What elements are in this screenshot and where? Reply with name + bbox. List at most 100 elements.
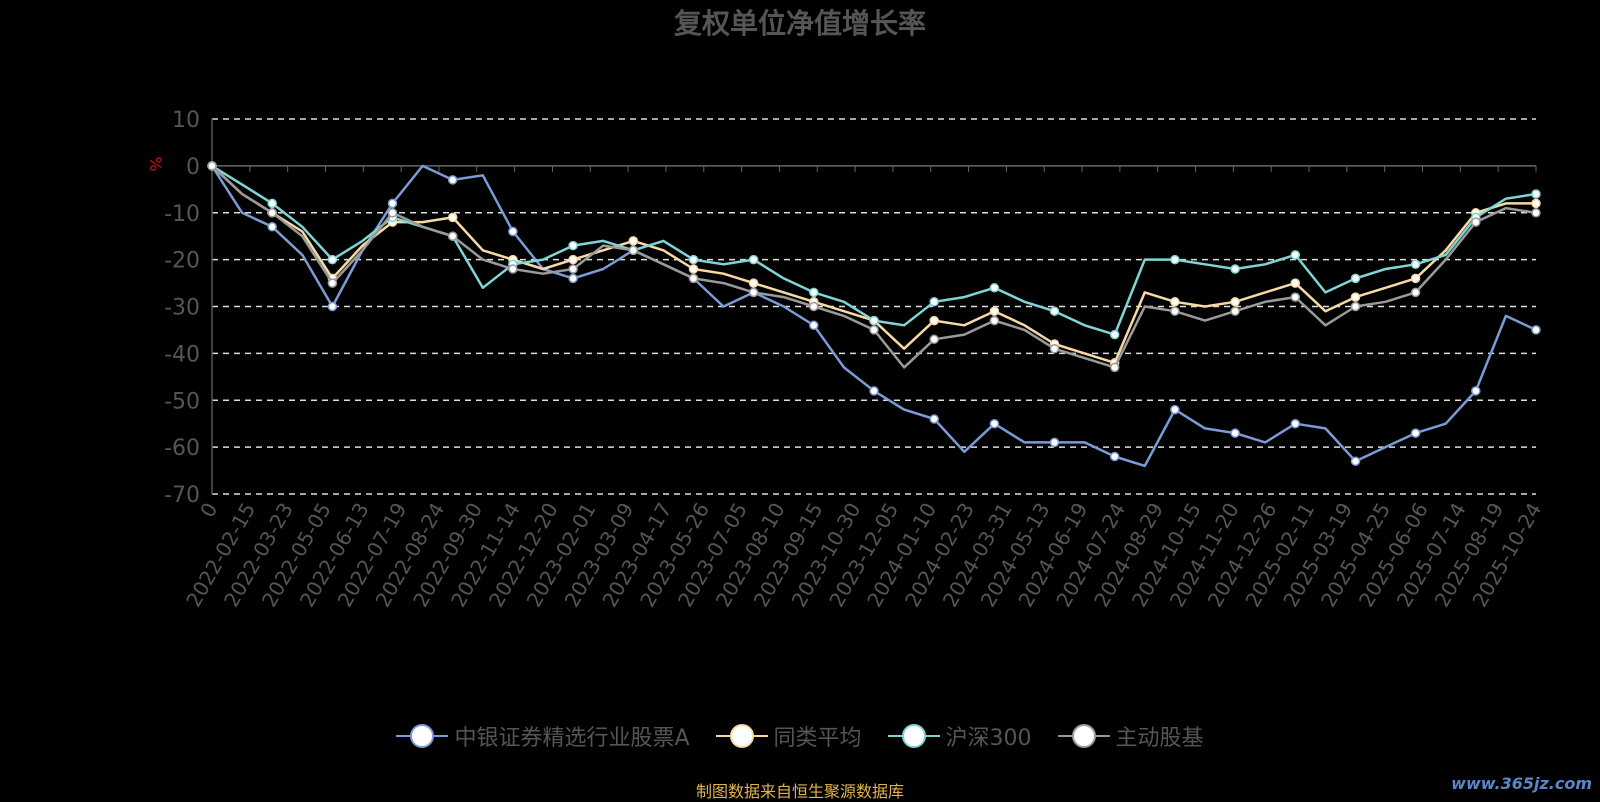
data-point: [1290, 250, 1301, 260]
data-point: [869, 386, 879, 396]
data-point: [1350, 301, 1361, 312]
data-point: [869, 315, 879, 326]
data-point: [628, 236, 639, 246]
data-point: [688, 273, 699, 284]
legend-item[interactable]: 中银证券精选行业股票A: [396, 720, 690, 752]
data-point: [1230, 297, 1240, 307]
data-point: [387, 208, 398, 218]
data-point: [1410, 273, 1421, 284]
data-point: [568, 254, 578, 265]
data-point: [1410, 287, 1421, 298]
data-point: [929, 414, 939, 424]
data-point: [1471, 386, 1481, 396]
data-point: [327, 254, 338, 265]
legend-swatch-icon: [396, 724, 449, 748]
data-point: [929, 297, 939, 307]
data-point: [1350, 273, 1361, 284]
data-point: [748, 287, 759, 298]
data-point: [1049, 437, 1060, 448]
data-point: [809, 320, 819, 331]
y-tick-label: -20: [164, 249, 200, 274]
legend-item[interactable]: 主动股基: [1057, 720, 1204, 752]
series-line: [211, 164, 1537, 336]
y-tick-label: 10: [172, 108, 200, 133]
y-tick-label: -40: [164, 342, 200, 367]
data-point: [1230, 306, 1240, 316]
source-note: 制图数据来自恒生聚源数据库: [695, 782, 904, 801]
axes: [211, 119, 1537, 494]
data-point: [748, 254, 759, 265]
data-point: [929, 334, 939, 345]
data-point: [1531, 198, 1541, 209]
data-point: [1410, 259, 1421, 270]
legend-swatch-icon: [1057, 724, 1110, 748]
y-tick-label: 0: [186, 155, 200, 180]
data-point: [207, 161, 217, 171]
data-point: [1290, 292, 1301, 302]
data-point: [267, 198, 277, 209]
data-point: [1109, 329, 1120, 340]
data-point: [508, 226, 518, 237]
data-point: [1109, 451, 1120, 462]
data-point: [1170, 254, 1180, 265]
watermark: www.365jz.com: [1451, 774, 1592, 793]
grid-lines: [212, 118, 1536, 495]
data-point: [1109, 362, 1120, 373]
legend-swatch-icon: [887, 724, 940, 748]
data-point: [447, 231, 458, 241]
legend-label: 主动股基: [1115, 726, 1204, 751]
data-point: [809, 301, 819, 312]
data-point: [989, 418, 1000, 429]
data-point: [1170, 404, 1180, 415]
data-point: [1230, 264, 1240, 274]
data-point: [568, 273, 578, 284]
data-point: [869, 325, 879, 335]
data-point: [447, 175, 458, 185]
data-point: [989, 306, 1000, 316]
y-tick-labels: 10 0 -10 -20 -30 -40 -50 -60 -70: [164, 108, 200, 508]
data-point: [1531, 208, 1541, 218]
data-point: [327, 278, 338, 288]
legend-item[interactable]: 沪深300: [887, 720, 1032, 752]
data-point: [1410, 428, 1421, 438]
data-point: [1170, 306, 1180, 316]
data-point: [809, 287, 819, 298]
data-point: [688, 264, 699, 274]
x-tick-label: 0: [195, 499, 222, 522]
data-point: [989, 315, 1000, 326]
legend-label: 同类平均: [773, 726, 862, 751]
data-point: [1049, 343, 1060, 354]
data-point: [688, 254, 699, 265]
y-tick-label: -60: [164, 436, 200, 461]
y-tick-label: -70: [164, 483, 200, 508]
data-point: [387, 198, 398, 209]
data-point: [1170, 297, 1180, 307]
y-tick-label: -50: [164, 389, 200, 414]
data-point: [1290, 278, 1301, 288]
series-line: [211, 164, 1537, 369]
legend-label: 沪深300: [945, 726, 1032, 751]
data-point: [327, 301, 338, 312]
data-point: [1290, 418, 1301, 429]
legend: 中银证券精选行业股票A 同类平均 沪深300 主动股基: [0, 720, 1600, 752]
data-point: [1350, 456, 1361, 466]
data-point: [568, 240, 578, 251]
data-point: [989, 283, 1000, 293]
chart-title: 复权单位净值增长率: [673, 7, 926, 40]
data-point: [267, 208, 277, 218]
legend-swatch-icon: [715, 724, 768, 748]
legend-item[interactable]: 同类平均: [715, 720, 862, 752]
y-tick-label: -30: [164, 296, 200, 321]
data-point: [508, 264, 518, 274]
data-point: [1531, 325, 1541, 335]
data-point: [1230, 428, 1240, 438]
legend-label: 中银证券精选行业股票A: [454, 726, 690, 751]
y-axis-label: %: [146, 156, 165, 171]
data-point: [1531, 189, 1541, 199]
data-point: [568, 264, 578, 274]
data-point: [748, 278, 759, 288]
data-point: [1471, 217, 1481, 227]
data-point: [267, 222, 277, 232]
y-tick-label: -10: [164, 202, 200, 227]
